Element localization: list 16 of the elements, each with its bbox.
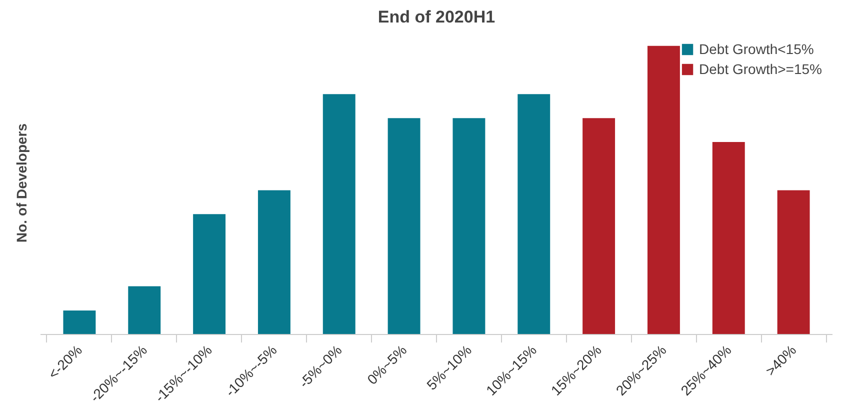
bar [582,118,616,334]
legend-label: Debt Growth<15% [699,41,814,57]
bar [63,310,96,334]
bar [322,94,356,334]
bar [258,190,290,334]
chart-title: End of 2020H1 [378,8,496,26]
bar [647,46,680,334]
y-axis-title: No. of Developers [14,123,30,243]
bar [712,142,745,334]
bar [518,94,550,334]
bar [128,286,161,334]
bar [388,118,420,334]
bar [193,214,226,334]
bar [452,118,486,334]
legend-label: Debt Growth>=15% [699,61,822,77]
bar [777,190,810,334]
